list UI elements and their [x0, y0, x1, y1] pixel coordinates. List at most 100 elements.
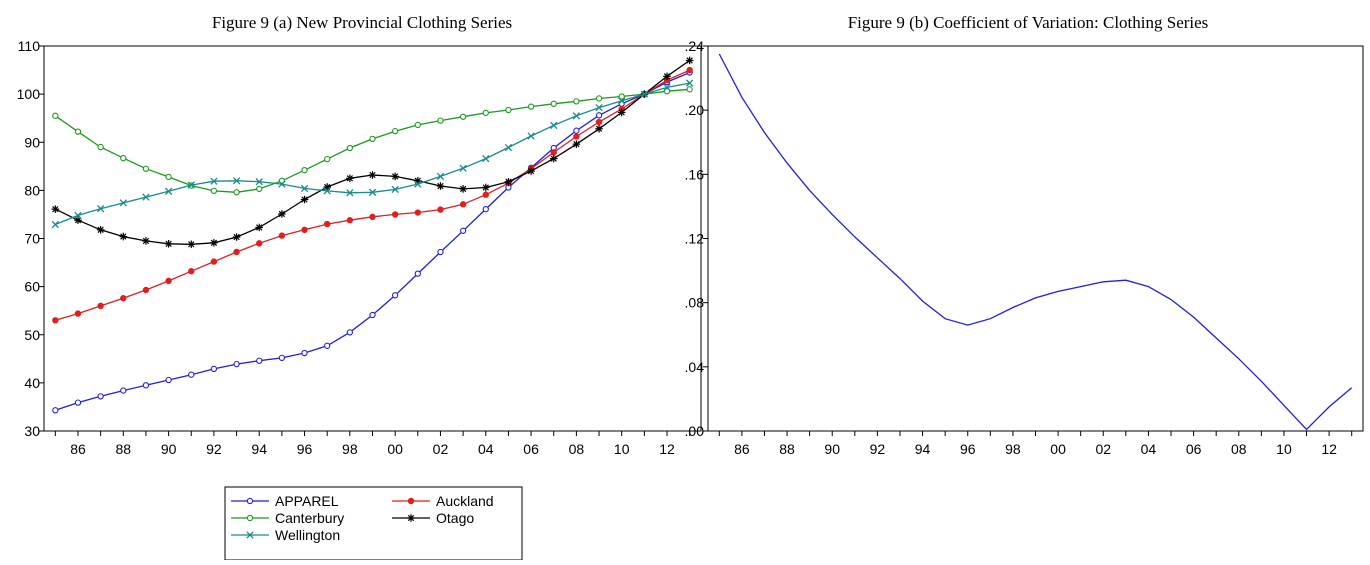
b-y-tick-label: .20 — [685, 102, 705, 118]
a-point-otago — [481, 183, 490, 192]
a-point-canterbury — [573, 98, 580, 105]
a-x-tick-label: 98 — [342, 441, 358, 457]
a-point-otago — [96, 226, 105, 234]
a-point-wellington — [459, 164, 467, 172]
legend-label-canterbury: Canterbury — [275, 510, 344, 526]
a-y-tick-label: 30 — [24, 423, 40, 439]
b-line-series — [718, 53, 1353, 431]
a-series-wellington — [51, 79, 694, 229]
a-point-wellington — [278, 180, 286, 188]
legend-marker-wellington — [246, 531, 254, 539]
a-x-tick-label: 06 — [523, 441, 539, 457]
a-point-wellington — [527, 132, 535, 140]
legend-marker-otago — [407, 514, 415, 522]
a-point-auckland — [550, 149, 557, 156]
a-point-apparel — [52, 407, 59, 414]
a-point-wellington — [300, 184, 309, 193]
b-x-tick-label: 12 — [1321, 441, 1337, 457]
chart-b-y-axis: .00 .04 .08 .12 .16 .20 .24 — [685, 38, 708, 439]
a-point-otago — [74, 216, 82, 225]
a-point-wellington — [504, 143, 513, 152]
a-point-apparel — [595, 112, 603, 119]
a-point-canterbury — [437, 117, 444, 124]
a-point-otago — [663, 72, 671, 81]
a-point-otago — [323, 183, 331, 191]
legend-label-wellington: Wellington — [275, 527, 340, 543]
a-x-tick-label: 04 — [478, 441, 494, 457]
b-x-tick-label: 96 — [960, 441, 976, 457]
a-point-canterbury — [414, 121, 421, 129]
a-x-tick-label: 92 — [206, 441, 222, 457]
a-point-auckland — [346, 217, 354, 224]
a-point-otago — [346, 174, 354, 183]
a-y-tick-label: 50 — [24, 327, 40, 343]
a-point-canterbury — [120, 154, 127, 162]
a-point-canterbury — [595, 95, 603, 102]
a-point-wellington — [436, 172, 445, 181]
legend-item-auckland: Auckland — [392, 493, 494, 509]
a-point-canterbury — [324, 155, 331, 163]
a-point-canterbury — [505, 106, 512, 114]
a-point-apparel — [142, 382, 150, 389]
a-y-tick-label: 80 — [24, 182, 40, 198]
a-point-canterbury — [301, 167, 308, 174]
a-point-wellington — [482, 154, 490, 163]
a-point-wellington — [51, 220, 59, 229]
legend-item-canterbury: Canterbury — [231, 510, 344, 526]
b-x-tick-label: 00 — [1050, 441, 1066, 457]
a-point-apparel — [392, 292, 399, 299]
legend-marker-apparel — [246, 497, 254, 505]
a-point-auckland — [459, 201, 467, 208]
legend-label-auckland: Auckland — [436, 493, 494, 509]
a-point-canterbury — [210, 187, 218, 195]
a-x-tick-label: 08 — [569, 441, 585, 457]
a-point-auckland — [278, 232, 286, 239]
a-point-wellington — [414, 180, 422, 188]
a-point-otago — [278, 210, 286, 218]
legend-marker-canterbury — [246, 514, 254, 522]
a-point-auckland — [369, 213, 376, 221]
a-point-otago — [232, 233, 241, 241]
a-point-apparel — [74, 399, 82, 406]
chart-b-x-axis: 86 88 90 92 94 96 98 00 02 04 06 08 10 12 — [718, 431, 1353, 457]
a-point-wellington — [640, 90, 649, 98]
a-point-otago — [685, 56, 694, 65]
a-point-canterbury — [74, 128, 82, 135]
a-point-wellington — [346, 189, 354, 197]
a-point-wellington — [232, 177, 241, 185]
a-point-canterbury — [369, 135, 376, 143]
b-x-tick-label: 86 — [734, 441, 750, 457]
chart-b-plot-frame — [707, 45, 1364, 432]
a-y-tick-label: 100 — [17, 86, 41, 102]
a-point-otago — [119, 232, 128, 241]
a-point-apparel — [482, 205, 489, 213]
a-x-tick-label: 12 — [659, 441, 675, 457]
b-y-tick-label: .00 — [685, 423, 705, 439]
a-point-auckland — [97, 302, 104, 310]
a-point-wellington — [164, 187, 173, 195]
a-point-otago — [617, 108, 626, 117]
chart-a-legend: APPAREL Auckland Canterbury Otago Wellington — [224, 486, 523, 561]
chart-b: Figure 9 (b) Coefficient of Variation: C… — [685, 13, 1364, 457]
a-point-apparel — [278, 354, 286, 361]
a-point-canterbury — [256, 185, 263, 193]
b-x-tick-label: 90 — [824, 441, 840, 457]
b-x-tick-label: 10 — [1276, 441, 1292, 457]
a-series-auckland — [52, 66, 693, 324]
a-point-auckland — [74, 310, 82, 317]
a-x-tick-label: 96 — [297, 441, 313, 457]
legend-item-wellington: Wellington — [231, 527, 340, 543]
a-point-wellington — [618, 97, 626, 105]
a-series-otago — [51, 56, 694, 249]
a-point-apparel — [165, 376, 172, 384]
a-point-auckland — [686, 66, 693, 74]
a-point-canterbury — [618, 93, 625, 100]
a-point-wellington — [210, 177, 218, 185]
a-point-apparel — [120, 387, 127, 394]
a-line-wellington — [55, 82, 690, 226]
a-point-otago — [549, 154, 558, 163]
b-x-tick-label: 04 — [1141, 441, 1157, 457]
a-point-auckland — [482, 191, 489, 198]
a-point-otago — [210, 239, 218, 247]
